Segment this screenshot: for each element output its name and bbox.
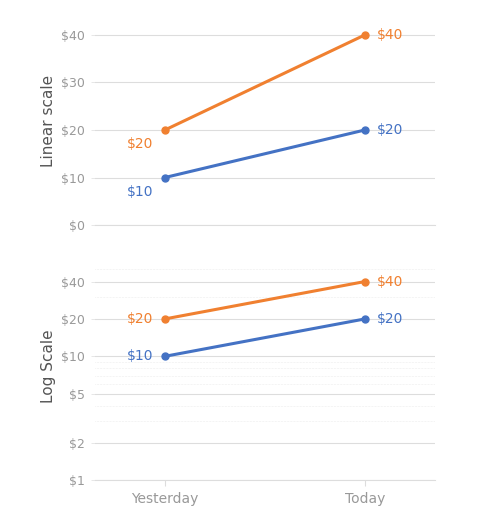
Y-axis label: Linear scale: Linear scale	[41, 74, 56, 166]
Text: $20: $20	[126, 137, 153, 151]
Text: $20: $20	[377, 123, 404, 137]
Text: $20: $20	[377, 312, 404, 326]
Text: $20: $20	[126, 312, 153, 326]
Text: $10: $10	[126, 350, 153, 363]
Text: $40: $40	[377, 28, 404, 42]
Y-axis label: Log Scale: Log Scale	[41, 329, 56, 403]
Text: $40: $40	[377, 275, 404, 288]
Text: $10: $10	[126, 185, 153, 199]
